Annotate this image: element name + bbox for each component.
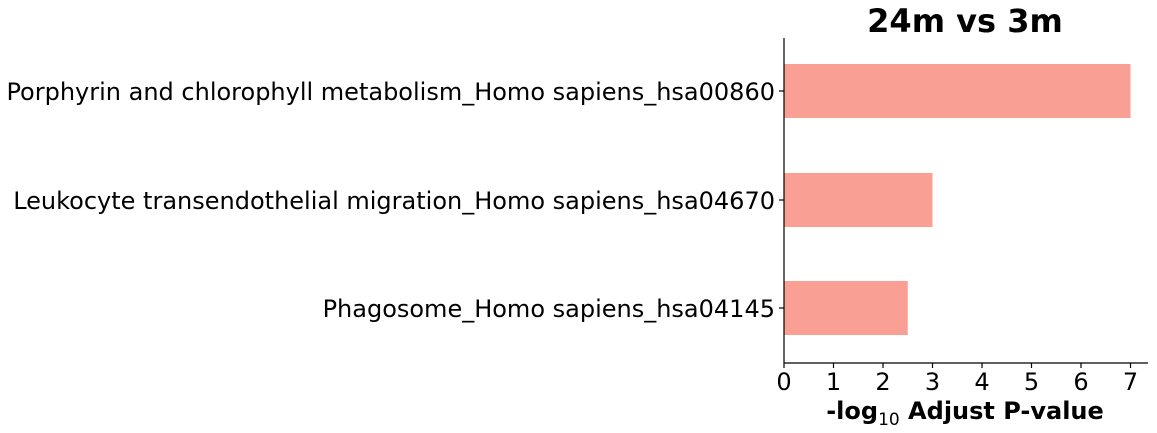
x-axis-label-suffix: Adjust P-value [900,397,1104,425]
x-axis-label-prefix: -log [826,397,878,425]
bar-2 [784,173,933,227]
x-tick-label-4: 4 [974,368,989,396]
chart-title: 24m vs 3m [867,2,1063,40]
category-labels: Porphyrin and chlorophyll metabolism_Hom… [6,78,784,323]
bar-3 [784,281,908,335]
bar-1 [784,64,1131,118]
category-label-3: Phagosome_Homo sapiens_hsa04145 [323,295,775,323]
x-tick-label-3: 3 [925,368,940,396]
x-axis-ticks: 0 1 2 3 4 5 6 7 [776,363,1138,396]
x-tick-label-0: 0 [776,368,791,396]
x-tick-label-7: 7 [1123,368,1138,396]
x-tick-label-1: 1 [826,368,841,396]
x-tick-label-2: 2 [875,368,890,396]
x-axis-label: -log10 Adjust P-value [826,397,1104,430]
category-label-1: Porphyrin and chlorophyll metabolism_Hom… [6,78,775,106]
x-axis-label-subscript: 10 [878,410,900,430]
x-tick-label-6: 6 [1073,368,1088,396]
category-label-2: Leukocyte transendothelial migration_Hom… [13,187,775,215]
bars-group [784,64,1131,335]
x-tick-label-5: 5 [1024,368,1039,396]
